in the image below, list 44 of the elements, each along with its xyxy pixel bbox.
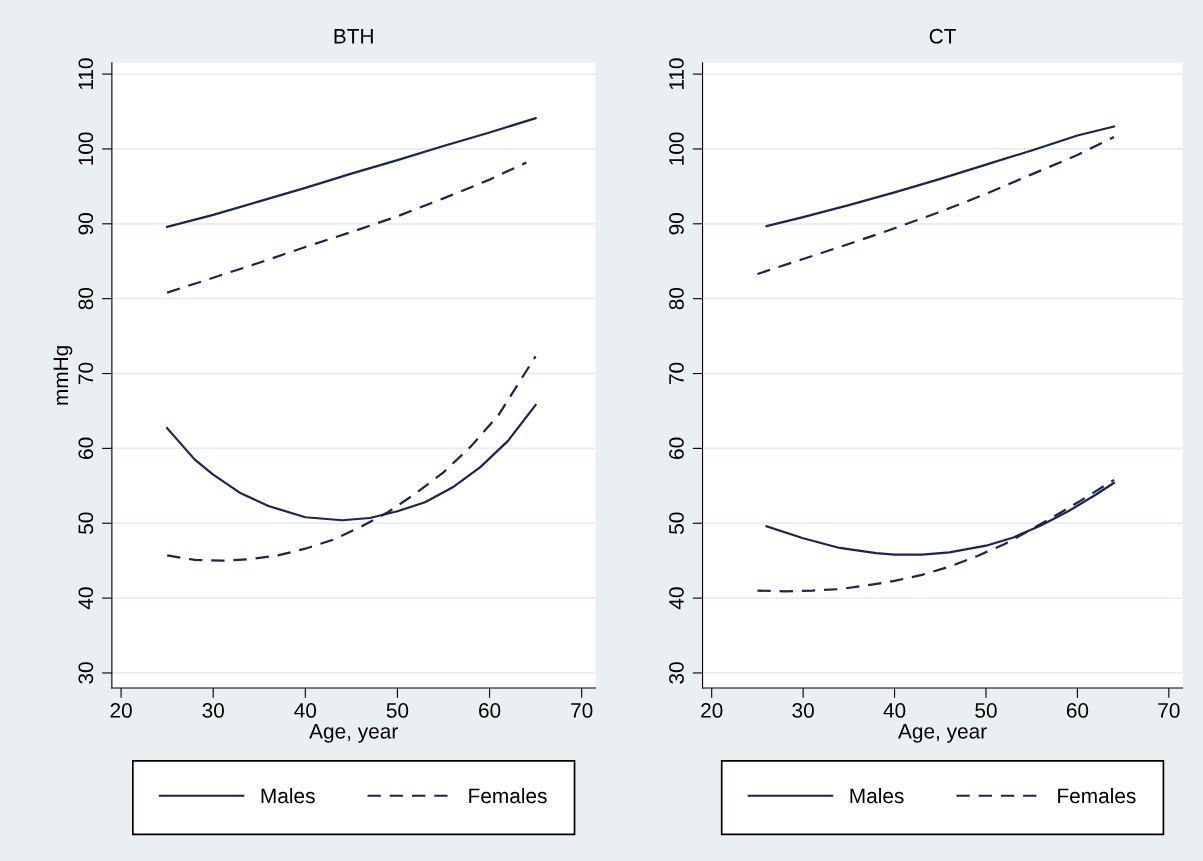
y-tick-label: 100 bbox=[78, 132, 94, 165]
line-series bbox=[166, 117, 537, 228]
y-tick-label: 50 bbox=[669, 512, 684, 534]
y-tick-label: 70 bbox=[78, 362, 94, 385]
y-tick-label: 70 bbox=[669, 362, 684, 385]
y-tick-label: 60 bbox=[78, 437, 94, 459]
x-tick-label: 70 bbox=[1158, 703, 1180, 718]
y-tick-label: 110 bbox=[669, 58, 684, 90]
y-tick-label: 30 bbox=[78, 662, 94, 684]
y-tick-label: 40 bbox=[78, 587, 94, 610]
y-tick-label: 30 bbox=[669, 662, 684, 684]
x-tick-label: 60 bbox=[1066, 703, 1089, 718]
y-tick-label: 40 bbox=[669, 587, 684, 610]
y-tick-label: 110 bbox=[78, 58, 94, 90]
y-tick-label: 90 bbox=[78, 213, 94, 235]
x-tick-label: 60 bbox=[479, 703, 501, 718]
y-tick-label: 90 bbox=[669, 213, 684, 235]
legend-label: Males bbox=[850, 787, 904, 804]
legend-label: Females bbox=[469, 787, 547, 804]
x-tick-label: 40 bbox=[883, 703, 906, 718]
legend-label: Females bbox=[1058, 787, 1136, 804]
y-axis-title: mmHg bbox=[53, 346, 73, 405]
legend-label: Males bbox=[261, 787, 315, 804]
x-axis-title: Age, year bbox=[309, 724, 398, 743]
x-tick-label: 50 bbox=[386, 703, 409, 718]
line-series bbox=[166, 161, 528, 294]
x-tick-label: 20 bbox=[701, 703, 723, 718]
x-tick-label: 40 bbox=[294, 703, 317, 718]
line-series bbox=[765, 125, 1116, 228]
chart-title: CT bbox=[929, 28, 956, 44]
line-series bbox=[756, 135, 1116, 276]
y-tick-label: 50 bbox=[78, 512, 94, 534]
x-tick-label: 30 bbox=[792, 703, 814, 718]
y-tick-label: 80 bbox=[78, 287, 94, 310]
line-series bbox=[166, 355, 537, 562]
x-tick-label: 70 bbox=[571, 703, 593, 718]
x-tick-label: 20 bbox=[110, 703, 132, 718]
y-tick-label: 80 bbox=[669, 287, 684, 310]
y-tick-label: 100 bbox=[669, 132, 684, 165]
x-tick-label: 50 bbox=[975, 703, 997, 718]
chart-title: BTH bbox=[334, 29, 373, 44]
x-axis-title: Age, year bbox=[898, 724, 987, 743]
y-tick-label: 60 bbox=[669, 437, 684, 459]
x-tick-label: 30 bbox=[202, 703, 224, 718]
